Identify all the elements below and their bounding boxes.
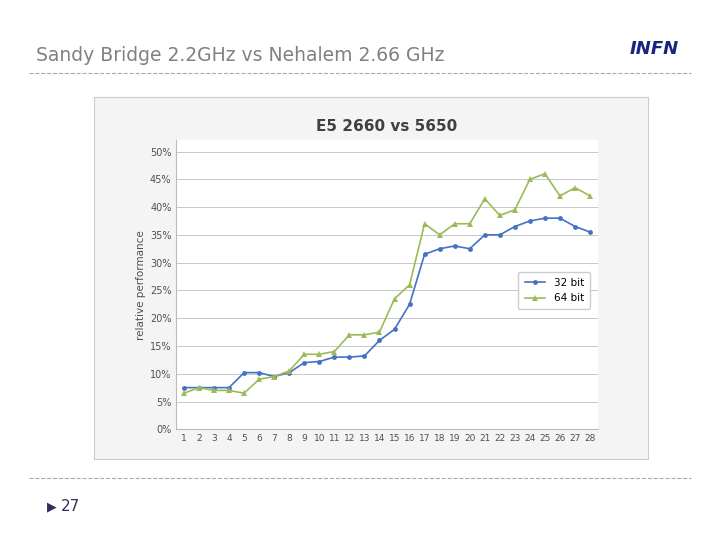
32 bit: [360, 353, 369, 359]
64 bit: [586, 193, 595, 199]
32 bit: [225, 384, 233, 391]
64 bit: [436, 232, 444, 238]
32 bit: [526, 218, 534, 224]
32 bit: [571, 223, 580, 230]
64 bit: [225, 387, 233, 394]
64 bit: [255, 376, 264, 382]
64 bit: [541, 171, 549, 177]
64 bit: [360, 332, 369, 338]
64 bit: [300, 351, 309, 357]
32 bit: [375, 337, 384, 343]
32 bit: [300, 360, 309, 366]
Y-axis label: relative performance: relative performance: [136, 230, 145, 340]
32 bit: [270, 373, 279, 380]
Legend: 32 bit, 64 bit: 32 bit, 64 bit: [518, 272, 590, 309]
64 bit: [420, 220, 429, 227]
Line: 64 bit: 64 bit: [181, 171, 593, 396]
32 bit: [315, 358, 323, 365]
32 bit: [194, 384, 203, 391]
64 bit: [315, 351, 323, 357]
64 bit: [405, 282, 414, 288]
64 bit: [571, 184, 580, 191]
32 bit: [556, 215, 564, 221]
64 bit: [345, 332, 354, 338]
32 bit: [255, 369, 264, 376]
64 bit: [194, 384, 203, 391]
64 bit: [495, 212, 504, 219]
64 bit: [210, 387, 218, 394]
64 bit: [375, 329, 384, 335]
64 bit: [390, 295, 399, 302]
32 bit: [390, 326, 399, 333]
32 bit: [179, 384, 188, 391]
64 bit: [330, 348, 338, 355]
64 bit: [451, 220, 459, 227]
64 bit: [285, 368, 294, 374]
32 bit: [436, 246, 444, 252]
32 bit: [451, 242, 459, 249]
32 bit: [420, 251, 429, 258]
Text: 27: 27: [61, 499, 81, 514]
32 bit: [210, 384, 218, 391]
Text: Sandy Bridge 2.2GHz vs Nehalem 2.66 GHz: Sandy Bridge 2.2GHz vs Nehalem 2.66 GHz: [36, 46, 444, 65]
64 bit: [480, 195, 489, 202]
64 bit: [510, 207, 519, 213]
64 bit: [465, 220, 474, 227]
32 bit: [345, 354, 354, 360]
Text: INFN: INFN: [630, 40, 679, 58]
64 bit: [270, 373, 279, 380]
64 bit: [556, 193, 564, 199]
64 bit: [526, 176, 534, 183]
Title: E5 2660 vs 5650: E5 2660 vs 5650: [316, 119, 458, 134]
32 bit: [240, 369, 248, 376]
Text: ▶: ▶: [47, 500, 56, 513]
32 bit: [541, 215, 549, 221]
32 bit: [465, 246, 474, 252]
32 bit: [510, 223, 519, 230]
32 bit: [480, 232, 489, 238]
Line: 32 bit: 32 bit: [181, 216, 593, 390]
32 bit: [586, 229, 595, 235]
64 bit: [240, 390, 248, 396]
32 bit: [405, 301, 414, 308]
64 bit: [179, 390, 188, 396]
32 bit: [495, 232, 504, 238]
32 bit: [330, 354, 338, 360]
32 bit: [285, 369, 294, 376]
